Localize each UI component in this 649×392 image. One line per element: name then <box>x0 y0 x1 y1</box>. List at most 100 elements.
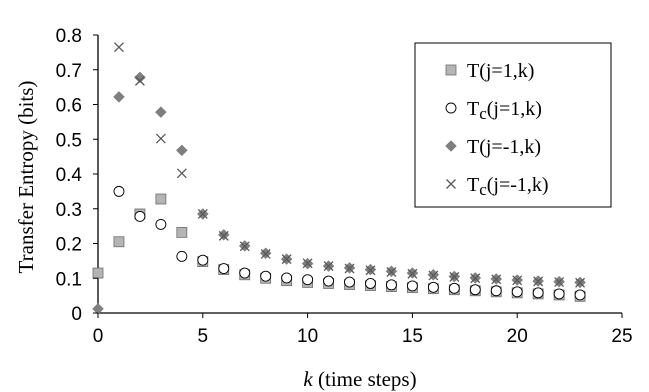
data-point <box>491 274 502 285</box>
legend-label-main: T <box>467 60 479 82</box>
data-point <box>197 254 209 266</box>
data-point <box>533 276 544 287</box>
legend-label-main: T <box>467 174 479 196</box>
legend-label: Tc(j=1,k) <box>467 98 542 123</box>
data-point <box>155 133 166 144</box>
y-tick-label: 0.4 <box>56 165 83 186</box>
data-point <box>407 268 418 279</box>
y-axis-label: Transfer Entropy (bits) <box>14 81 38 274</box>
data-point <box>218 230 229 241</box>
data-point <box>428 270 439 281</box>
data-point <box>449 271 460 282</box>
data-point <box>197 209 208 219</box>
y-tick-label: 0 <box>71 304 82 325</box>
legend-label-rest: (j=-1,k) <box>487 174 549 196</box>
legend-label: T(j=-1,k) <box>467 136 541 158</box>
data-point <box>427 281 439 293</box>
data-point <box>134 75 145 86</box>
legend-label-rest: (j=-1,k) <box>479 136 541 158</box>
data-point <box>323 275 335 287</box>
legend-marker <box>446 179 456 189</box>
data-point <box>365 265 376 276</box>
data-point <box>490 285 502 297</box>
legend-label: T(j=1,k) <box>467 60 534 82</box>
x-tick-label: 0 <box>93 326 104 347</box>
y-tick-label: 0.6 <box>56 96 82 117</box>
data-point <box>92 267 104 279</box>
legend-marker <box>445 64 457 76</box>
data-point <box>575 277 586 288</box>
legend-label-main: T <box>467 136 479 158</box>
data-point <box>260 248 271 259</box>
data-point <box>113 185 125 197</box>
x-tick-label: 15 <box>402 326 423 347</box>
x-tick-label: 25 <box>611 326 632 347</box>
data-point <box>217 228 230 241</box>
y-tick-label: 0.1 <box>56 269 82 290</box>
data-point <box>386 267 397 277</box>
series-1 <box>92 193 586 302</box>
data-point <box>302 274 314 286</box>
data-point <box>553 288 565 300</box>
data-point <box>239 241 250 252</box>
data-point <box>155 193 167 205</box>
data-point <box>511 286 523 298</box>
x-tick-label: 20 <box>507 326 528 347</box>
data-point <box>176 250 188 262</box>
data-point <box>385 279 397 291</box>
data-point <box>365 278 376 289</box>
series-2 <box>113 185 586 301</box>
data-point <box>469 284 481 296</box>
data-point <box>406 280 418 292</box>
x-tick-label: 5 <box>198 326 209 347</box>
data-point <box>176 226 188 238</box>
legend-item: Tc(j=1,k) <box>445 98 542 123</box>
x-axis-label-text: (time steps) <box>313 367 417 391</box>
legend-marker <box>445 140 457 152</box>
legend-label-rest: (j=1,k) <box>479 60 534 82</box>
data-point <box>281 254 292 265</box>
data-point <box>281 272 293 284</box>
legend-item: Tc(j=-1,k) <box>446 174 549 199</box>
data-point <box>512 275 523 286</box>
legend-label: Tc(j=-1,k) <box>467 174 549 199</box>
data-point <box>134 71 146 84</box>
x-axis-label-variable: k <box>303 367 313 391</box>
data-point <box>113 236 125 248</box>
legend: T(j=1,k)Tc(j=1,k)T(j=-1,k)Tc(j=-1,k) <box>414 42 612 208</box>
legend-label-subscript: c <box>479 104 487 123</box>
y-tick-label: 0.8 <box>56 26 82 47</box>
y-tick-label: 0.7 <box>56 61 82 82</box>
y-tick-label: 0.2 <box>56 235 82 256</box>
data-point <box>113 91 125 103</box>
data-point <box>134 210 146 222</box>
data-point <box>574 289 586 301</box>
data-point <box>302 258 313 269</box>
legend-label-subscript: c <box>479 180 487 199</box>
data-point <box>554 277 565 288</box>
data-point <box>260 270 272 282</box>
data-point <box>448 282 460 294</box>
y-tick-label: 0.3 <box>56 200 82 221</box>
data-point <box>239 267 251 279</box>
x-tick-label: 10 <box>297 326 318 347</box>
legend-item: T(j=1,k) <box>445 60 534 82</box>
data-point <box>175 144 188 157</box>
data-point <box>323 261 334 272</box>
data-point <box>155 218 167 230</box>
data-point <box>470 273 481 284</box>
data-point <box>176 168 187 179</box>
data-point <box>344 276 355 288</box>
data-point <box>114 42 124 53</box>
series-4 <box>114 42 586 288</box>
data-point <box>218 263 230 274</box>
data-point <box>344 263 355 274</box>
legend-label-main: T <box>467 98 479 120</box>
x-axis-label: k (time steps) <box>303 367 416 391</box>
data-point <box>532 287 544 299</box>
legend-item: T(j=-1,k) <box>445 136 541 158</box>
legend-label-rest: (j=1,k) <box>487 98 542 120</box>
legend-marker <box>445 102 457 114</box>
y-tick-label: 0.5 <box>56 130 82 151</box>
